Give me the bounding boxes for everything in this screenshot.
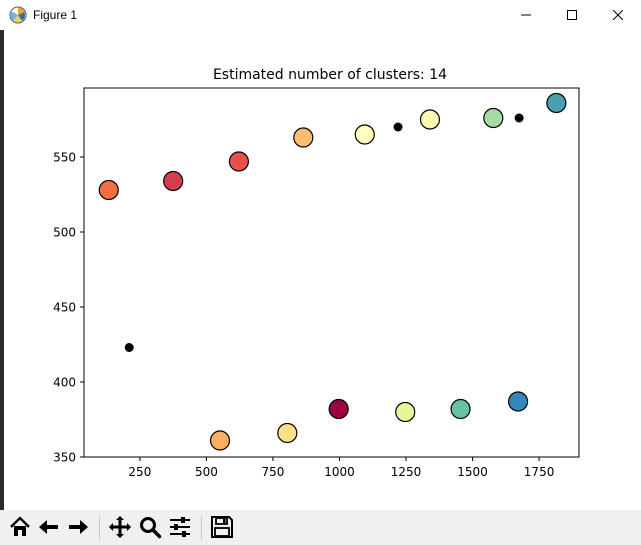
arrow-left-icon	[39, 520, 58, 534]
close-icon	[613, 10, 623, 20]
maximize-button[interactable]	[549, 0, 595, 30]
x-tick-label: 750	[261, 465, 284, 479]
y-tick-label: 350	[53, 451, 76, 465]
toolbar-separator	[99, 516, 100, 540]
home-button[interactable]	[7, 514, 33, 540]
cluster-point	[419, 109, 441, 130]
x-tick-label: 250	[128, 465, 151, 479]
x-tick-label: 1500	[457, 465, 488, 479]
y-tick-label: 400	[53, 376, 76, 390]
cluster-point	[293, 127, 314, 148]
cluster-point	[395, 401, 416, 423]
minimize-icon	[521, 14, 531, 16]
y-tick-label: 500	[53, 226, 76, 240]
floppy-disk-icon	[211, 516, 233, 538]
close-button[interactable]	[595, 0, 641, 30]
axes-frame	[83, 87, 580, 458]
cluster-point	[507, 391, 529, 412]
magnifier-icon	[140, 517, 162, 539]
move-icon	[109, 516, 131, 538]
cluster-point	[483, 107, 504, 129]
y-tick-label: 550	[53, 151, 76, 165]
maximize-icon	[567, 10, 577, 20]
x-tick-label: 1000	[324, 465, 355, 479]
chart-title: Estimated number of clusters: 14	[213, 67, 447, 83]
sliders-icon	[170, 517, 190, 537]
x-tick-label: 500	[195, 465, 218, 479]
scatter-plot: Estimated number of clusters: 14 250 500 7…	[53, 67, 580, 479]
x-tick-label: 1250	[391, 465, 422, 479]
cluster-point	[98, 179, 119, 201]
toolbar-separator	[201, 516, 202, 540]
figure-canvas[interactable]: Estimated number of clusters: 14 250 500 7…	[4, 30, 641, 510]
y-tick-label: 450	[53, 301, 76, 315]
cluster-point	[209, 430, 231, 451]
navigation-toolbar	[0, 510, 641, 545]
back-button[interactable]	[36, 514, 62, 540]
cluster-point	[450, 398, 471, 420]
home-icon	[10, 516, 30, 536]
background-window-edge	[0, 30, 4, 510]
zoom-button[interactable]	[137, 514, 163, 540]
cluster-point	[163, 170, 184, 192]
save-button[interactable]	[209, 514, 235, 540]
matplotlib-logo-icon	[9, 6, 27, 24]
cluster-point	[328, 398, 349, 420]
configure-subplots-button[interactable]	[167, 514, 193, 540]
noise-point	[514, 113, 524, 123]
title-bar[interactable]: Figure 1	[0, 0, 641, 30]
minimize-button[interactable]	[503, 0, 549, 30]
arrow-right-icon	[69, 520, 88, 534]
noise-point	[124, 343, 134, 352]
noise-point	[393, 122, 403, 132]
forward-button[interactable]	[65, 514, 91, 540]
window-title: Figure 1	[33, 8, 78, 22]
x-tick-label: 1750	[524, 465, 555, 479]
cluster-point	[546, 92, 567, 114]
cluster-point	[277, 422, 298, 444]
pan-button[interactable]	[107, 514, 133, 540]
cluster-point	[228, 151, 249, 172]
cluster-point	[354, 124, 375, 145]
